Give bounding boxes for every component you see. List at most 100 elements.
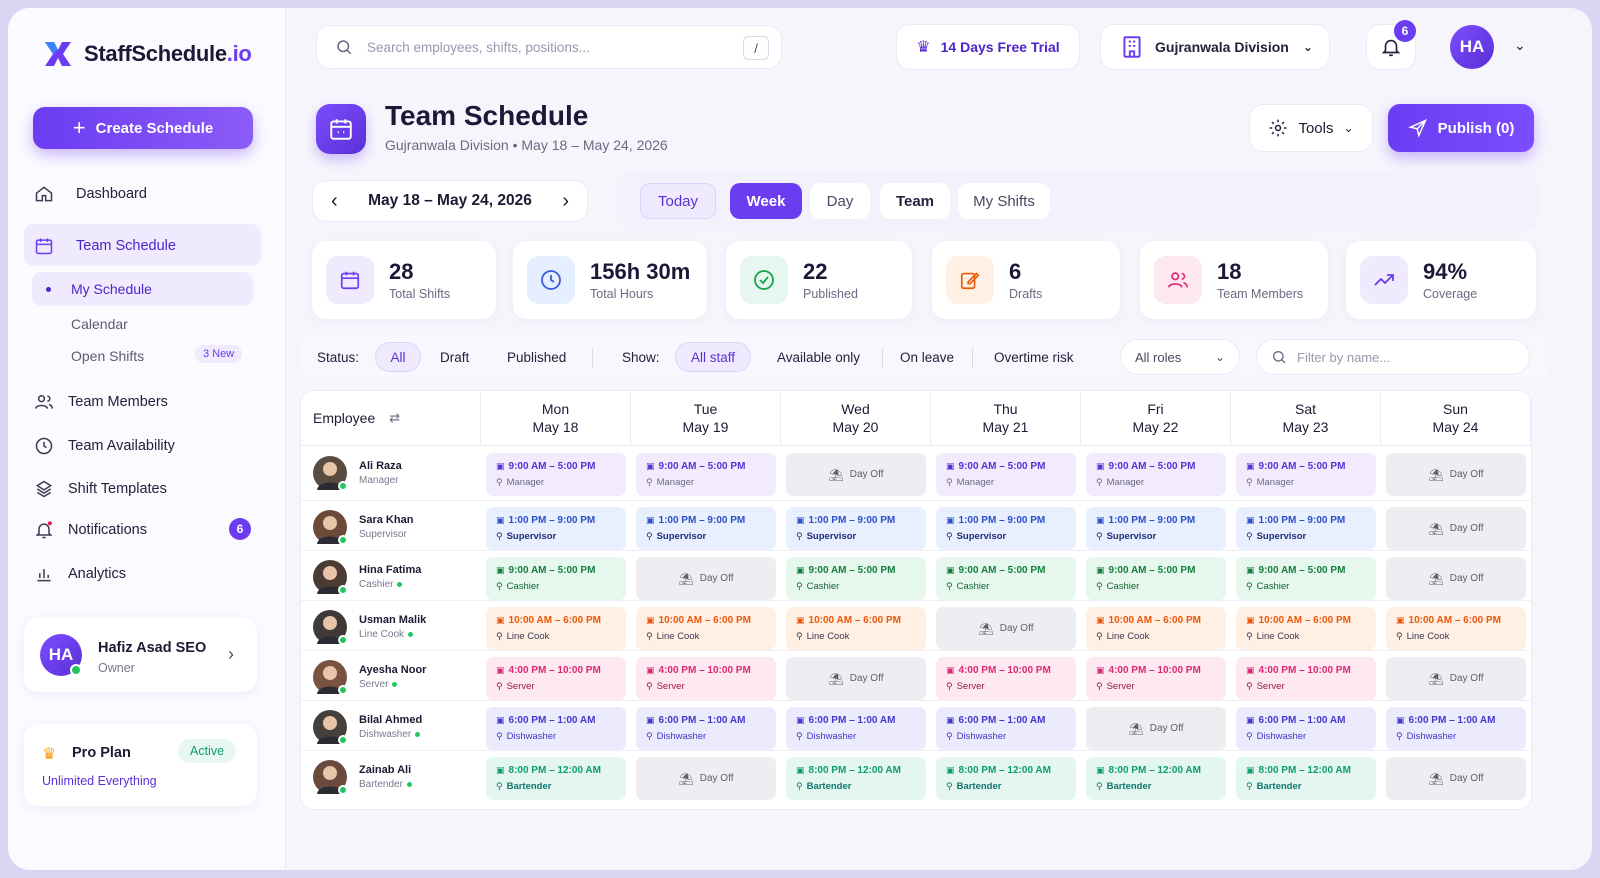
tab-team[interactable]: Team: [880, 183, 950, 219]
sidebar-item-dashboard[interactable]: Dashboard: [34, 184, 147, 204]
status-draft-chip[interactable]: Draft: [440, 350, 470, 365]
roles-select[interactable]: All roles ⌄: [1120, 339, 1240, 375]
chevron-right-icon[interactable]: ›: [562, 189, 569, 212]
shift-cell[interactable]: ▣ 9:00 AM – 5:00 PM ⚲ Cashier: [936, 557, 1076, 600]
shift-cell[interactable]: ▣ 10:00 AM – 6:00 PM ⚲ Line Cook: [1236, 607, 1376, 650]
employee-row-4[interactable]: Ayesha Noor Server: [301, 652, 481, 702]
publish-button[interactable]: Publish (0): [1388, 104, 1534, 152]
shift-cell[interactable]: ▣ 9:00 AM – 5:00 PM ⚲ Manager: [1086, 453, 1226, 496]
sidebar-item-calendar[interactable]: Calendar: [71, 316, 128, 332]
day-off-cell[interactable]: ⛱ Day Off: [1386, 453, 1526, 496]
top-avatar[interactable]: HA: [1450, 25, 1494, 69]
sidebar-item-shift-templates[interactable]: Shift Templates: [34, 479, 167, 499]
shift-role: ⚲ Cashier: [496, 581, 540, 592]
shift-cell[interactable]: ▣ 9:00 AM – 5:00 PM ⚲ Cashier: [786, 557, 926, 600]
person-icon: ⚲: [796, 731, 803, 741]
shift-cell[interactable]: ▣ 9:00 AM – 5:00 PM ⚲ Manager: [636, 453, 776, 496]
shift-cell[interactable]: ▣ 9:00 AM – 5:00 PM ⚲ Cashier: [486, 557, 626, 600]
plan-card[interactable]: ♛ Pro Plan Active Unlimited Everything: [24, 724, 257, 806]
shift-cell[interactable]: ▣ 1:00 PM – 9:00 PM ⚲ Supervisor: [636, 507, 776, 550]
day-off-cell[interactable]: ⛱ Day Off: [1086, 707, 1226, 750]
shift-cell[interactable]: ▣ 4:00 PM – 10:00 PM ⚲ Server: [486, 657, 626, 700]
shift-cell[interactable]: ▣ 8:00 PM – 12:00 AM ⚲ Bartender: [1236, 757, 1376, 800]
shift-cell[interactable]: ▣ 1:00 PM – 9:00 PM ⚲ Supervisor: [936, 507, 1076, 550]
shift-cell[interactable]: ▣ 8:00 PM – 12:00 AM ⚲ Bartender: [486, 757, 626, 800]
person-icon: ⚲: [496, 531, 503, 541]
chevron-left-icon[interactable]: ‹: [331, 189, 338, 212]
sidebar-item-my-schedule[interactable]: My Schedule: [71, 281, 152, 297]
show-available-chip[interactable]: Available only: [777, 350, 861, 365]
tools-button[interactable]: Tools ⌄: [1249, 104, 1373, 152]
day-off-cell[interactable]: ⛱ Day Off: [1386, 507, 1526, 550]
employee-row-6[interactable]: Zainab Ali Bartender: [301, 752, 481, 802]
search-bar[interactable]: Search employees, shifts, positions... /: [316, 25, 782, 69]
name-filter-input[interactable]: Filter by name...: [1256, 339, 1530, 375]
shift-cell[interactable]: ▣ 9:00 AM – 5:00 PM ⚲ Cashier: [1236, 557, 1376, 600]
day-off-cell[interactable]: ⛱ Day Off: [786, 453, 926, 496]
status-all-chip[interactable]: All: [375, 342, 421, 372]
shift-cell[interactable]: ▣ 4:00 PM – 10:00 PM ⚲ Server: [936, 657, 1076, 700]
app-logo[interactable]: StaffSchedule.io: [42, 38, 252, 70]
day-off-cell[interactable]: ⛱ Day Off: [1386, 657, 1526, 700]
user-profile-card[interactable]: HA Hafiz Asad SEO Owner ›: [24, 618, 257, 692]
employee-column-header[interactable]: Employee ⇄: [301, 391, 481, 446]
day-off-cell[interactable]: ⛱ Day Off: [636, 757, 776, 800]
shift-cell[interactable]: ▣ 9:00 AM – 5:00 PM ⚲ Cashier: [1086, 557, 1226, 600]
trial-button[interactable]: ♛ 14 Days Free Trial: [896, 24, 1080, 70]
chevron-down-icon[interactable]: ⌄: [1514, 37, 1526, 53]
shift-cell[interactable]: ▣ 1:00 PM – 9:00 PM ⚲ Supervisor: [486, 507, 626, 550]
employee-row-2[interactable]: Hina Fatima Cashier: [301, 552, 481, 602]
day-off-cell[interactable]: ⛱ Day Off: [636, 557, 776, 600]
shift-cell[interactable]: ▣ 6:00 PM – 1:00 AM ⚲ Dishwasher: [1386, 707, 1526, 750]
sidebar-item-analytics[interactable]: Analytics: [34, 564, 126, 584]
sidebar-item-team-members[interactable]: Team Members: [34, 392, 168, 412]
shift-cell[interactable]: ▣ 6:00 PM – 1:00 AM ⚲ Dishwasher: [786, 707, 926, 750]
today-button[interactable]: Today: [640, 183, 716, 219]
shift-cell[interactable]: ▣ 6:00 PM – 1:00 AM ⚲ Dishwasher: [486, 707, 626, 750]
sidebar-item-team-schedule[interactable]: Team Schedule: [34, 236, 176, 256]
shift-cell[interactable]: ▣ 10:00 AM – 6:00 PM ⚲ Line Cook: [1086, 607, 1226, 650]
shift-cell[interactable]: ▣ 6:00 PM – 1:00 AM ⚲ Dishwasher: [936, 707, 1076, 750]
tab-my-shifts[interactable]: My Shifts: [958, 183, 1050, 219]
shift-cell[interactable]: ▣ 9:00 AM – 5:00 PM ⚲ Manager: [486, 453, 626, 496]
day-off-cell[interactable]: ⛱ Day Off: [936, 607, 1076, 650]
tab-week[interactable]: Week: [730, 183, 802, 219]
create-schedule-button[interactable]: + Create Schedule: [33, 107, 253, 149]
shift-cell[interactable]: ▣ 6:00 PM – 1:00 AM ⚲ Dishwasher: [1236, 707, 1376, 750]
show-on-leave-chip[interactable]: On leave: [900, 350, 955, 365]
shift-cell[interactable]: ▣ 9:00 AM – 5:00 PM ⚲ Manager: [1236, 453, 1376, 496]
sidebar-item-team-availability[interactable]: Team Availability: [34, 436, 175, 456]
date-range-label: May 18 – May 24, 2026: [368, 192, 532, 209]
sidebar-item-notifications[interactable]: Notifications: [34, 520, 147, 540]
shift-cell[interactable]: ▣ 4:00 PM – 10:00 PM ⚲ Server: [1086, 657, 1226, 700]
shift-cell[interactable]: ▣ 4:00 PM – 10:00 PM ⚲ Server: [1236, 657, 1376, 700]
shift-cell[interactable]: ▣ 10:00 AM – 6:00 PM ⚲ Line Cook: [486, 607, 626, 650]
tab-day[interactable]: Day: [810, 183, 870, 219]
sidebar-item-open-shifts[interactable]: Open Shifts: [71, 348, 145, 364]
shift-cell[interactable]: ▣ 6:00 PM – 1:00 AM ⚲ Dishwasher: [636, 707, 776, 750]
shift-cell[interactable]: ▣ 8:00 PM – 12:00 AM ⚲ Bartender: [1086, 757, 1226, 800]
shift-cell[interactable]: ▣ 4:00 PM – 10:00 PM ⚲ Server: [636, 657, 776, 700]
shift-cell[interactable]: ▣ 1:00 PM – 9:00 PM ⚲ Supervisor: [1086, 507, 1226, 550]
show-overtime-chip[interactable]: Overtime risk: [994, 350, 1074, 365]
employee-row-1[interactable]: Sara Khan Supervisor: [301, 502, 481, 552]
shift-cell[interactable]: ▣ 10:00 AM – 6:00 PM ⚲ Line Cook: [786, 607, 926, 650]
employee-row-3[interactable]: Usman Malik Line Cook: [301, 602, 481, 652]
shift-cell[interactable]: ▣ 1:00 PM – 9:00 PM ⚲ Supervisor: [1236, 507, 1376, 550]
shift-cell[interactable]: ▣ 8:00 PM – 12:00 AM ⚲ Bartender: [786, 757, 926, 800]
search-input[interactable]: Search employees, shifts, positions...: [367, 39, 590, 55]
employee-row-0[interactable]: Ali Raza Manager: [301, 448, 481, 498]
shift-cell[interactable]: ▣ 10:00 AM – 6:00 PM ⚲ Line Cook: [636, 607, 776, 650]
shift-cell[interactable]: ▣ 1:00 PM – 9:00 PM ⚲ Supervisor: [786, 507, 926, 550]
day-off-cell[interactable]: ⛱ Day Off: [1386, 757, 1526, 800]
shift-cell[interactable]: ▣ 10:00 AM – 6:00 PM ⚲ Line Cook: [1386, 607, 1526, 650]
division-select[interactable]: Gujranwala Division ⌄: [1100, 24, 1330, 70]
status-published-chip[interactable]: Published: [507, 350, 567, 365]
show-all-staff-chip[interactable]: All staff: [675, 342, 751, 372]
employee-row-5[interactable]: Bilal Ahmed Dishwasher: [301, 702, 481, 752]
shift-cell[interactable]: ▣ 8:00 PM – 12:00 AM ⚲ Bartender: [936, 757, 1076, 800]
day-off-cell[interactable]: ⛱ Day Off: [1386, 557, 1526, 600]
day-off-cell[interactable]: ⛱ Day Off: [786, 657, 926, 700]
status-dot: [392, 682, 398, 687]
shift-cell[interactable]: ▣ 9:00 AM – 5:00 PM ⚲ Manager: [936, 453, 1076, 496]
